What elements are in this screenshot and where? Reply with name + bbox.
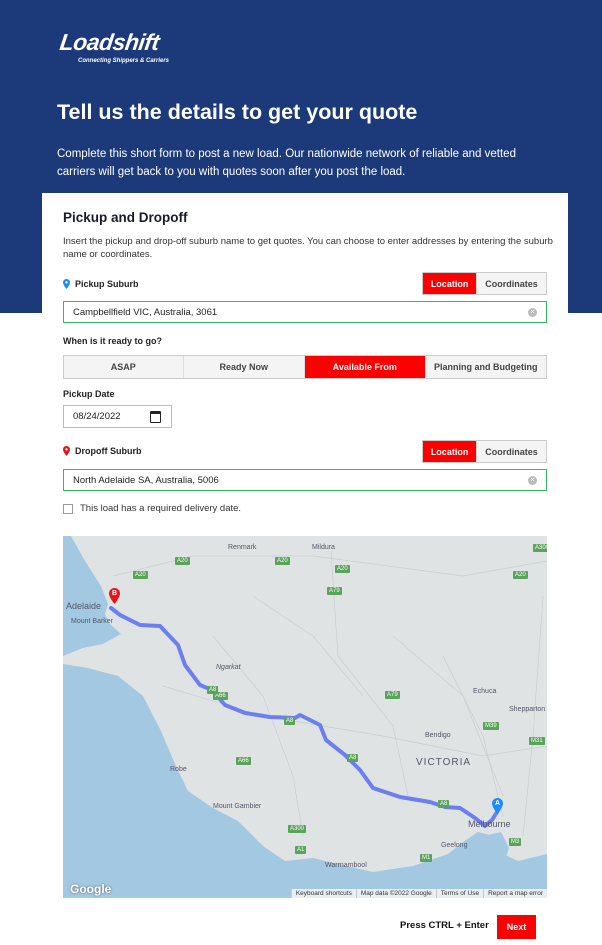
- highway-shield: A20: [275, 557, 290, 565]
- clear-icon[interactable]: ×: [528, 308, 537, 317]
- map-place-label: Melbourne: [468, 819, 511, 829]
- ready-option-ready-now[interactable]: Ready Now: [183, 356, 305, 378]
- pickup-label: Pickup Suburb: [63, 279, 139, 289]
- map-place-label: Shepparton: [509, 706, 546, 713]
- highway-shield: A8: [207, 686, 219, 694]
- highway-shield: M39: [483, 722, 499, 730]
- highway-shield: M1: [420, 854, 433, 862]
- route-line: [109, 606, 499, 828]
- dropoff-location-button[interactable]: Location: [423, 441, 478, 462]
- dropoff-label: Dropoff Suburb: [63, 446, 142, 456]
- map-place-label: Warrnambool: [325, 862, 367, 869]
- dropoff-coordinates-button[interactable]: Coordinates: [477, 441, 546, 462]
- report-error-link[interactable]: Report a map error: [483, 889, 547, 898]
- section-title: Pickup and Dropoff: [63, 210, 188, 225]
- sea: [63, 664, 547, 898]
- form-card: Pickup and Dropoff Insert the pickup and…: [42, 193, 568, 945]
- highway-shield: A66: [213, 692, 228, 700]
- clear-icon[interactable]: ×: [528, 476, 537, 485]
- highway-shield: M31: [529, 737, 545, 745]
- dropoff-suburb-input[interactable]: North Adelaide SA, Australia, 5006 ×: [63, 469, 547, 491]
- pickup-suburb-input[interactable]: Campbellfield VIC, Australia, 3061 ×: [63, 301, 547, 323]
- pickup-date-label: Pickup Date: [63, 389, 115, 399]
- highway-shield: A1: [295, 846, 307, 854]
- highway-shield: A300: [288, 825, 307, 833]
- ready-label: When is it ready to go?: [63, 336, 163, 346]
- pickup-mode-toggle: Location Coordinates: [422, 272, 547, 295]
- section-description: Insert the pickup and drop-off suburb na…: [63, 236, 553, 260]
- map-place-label: VICTORIA: [416, 757, 472, 768]
- calendar-icon[interactable]: [150, 411, 161, 423]
- map-place-label: Mount Gambier: [213, 803, 262, 810]
- highway-shield: A20: [133, 571, 148, 579]
- sea: [63, 536, 121, 656]
- map-place-label: Mildura: [312, 544, 335, 551]
- roads: [112, 550, 547, 837]
- page-subtitle: Complete this short form to post a new l…: [57, 148, 516, 178]
- highway-shield: A20: [175, 557, 190, 565]
- page-title: Tell us the details to get your quote: [57, 100, 418, 124]
- ready-options: ASAP Ready Now Available From Planning a…: [63, 355, 547, 379]
- map-place-label: Robe: [170, 766, 187, 773]
- delivery-date-checkbox[interactable]: This load has a required delivery date.: [63, 503, 241, 514]
- port-phillip-bay: [481, 832, 509, 866]
- keyboard-shortcuts-link[interactable]: Keyboard shortcuts: [290, 889, 356, 898]
- map-data-text: Map data ©2022 Google: [355, 889, 436, 898]
- keyboard-hint: Press CTRL + Enter: [400, 920, 489, 931]
- map-place-label: Ngarkat: [216, 664, 241, 671]
- highway-shield: M3: [509, 838, 522, 846]
- pickup-date-input[interactable]: 08/24/2022: [63, 405, 172, 428]
- map-pin-icon: [63, 279, 70, 289]
- highway-shield: A79: [385, 691, 400, 699]
- highway-shield: A79: [327, 587, 342, 595]
- highway-shield: A20: [335, 565, 350, 573]
- route-map[interactable]: Renmark Mildura Adelaide Mount Barker Ngarka…: [63, 536, 547, 898]
- ready-option-available-from[interactable]: Available From: [305, 356, 426, 378]
- map-place-label: Echuca: [473, 688, 497, 695]
- pickup-location-button[interactable]: Location: [423, 273, 478, 294]
- highway-shield: A8: [284, 717, 296, 725]
- ready-option-planning[interactable]: Planning and Budgeting: [425, 356, 546, 378]
- highway-shield: A20: [513, 571, 528, 579]
- highway-shield: A66: [236, 757, 251, 765]
- google-logo[interactable]: Google: [70, 882, 112, 896]
- dropoff-mode-toggle: Location Coordinates: [422, 440, 547, 463]
- loadshift-logo[interactable]: Loadshift Connecting Shippers & Carriers: [58, 29, 170, 64]
- map-pin-icon: [63, 446, 70, 456]
- ready-option-asap[interactable]: ASAP: [64, 356, 184, 378]
- highway-shield: A8: [438, 800, 450, 808]
- map-place-label: Renmark: [228, 544, 257, 551]
- map-place-label: Adelaide: [66, 601, 102, 611]
- checkbox-box[interactable]: [63, 503, 73, 514]
- highway-shield: A300: [533, 544, 547, 552]
- map-place-label: Bendigo: [425, 732, 451, 739]
- map-attribution: Keyboard shortcuts Map data ©2022 Google…: [290, 889, 547, 898]
- map-canvas: [63, 536, 547, 898]
- highway-shield: A8: [347, 754, 359, 762]
- map-place-label: Geelong: [441, 842, 468, 849]
- terms-link[interactable]: Terms of Use: [435, 889, 483, 898]
- pickup-coordinates-button[interactable]: Coordinates: [477, 273, 546, 294]
- map-place-label: Mount Barker: [71, 618, 114, 625]
- next-button[interactable]: Next: [497, 915, 536, 939]
